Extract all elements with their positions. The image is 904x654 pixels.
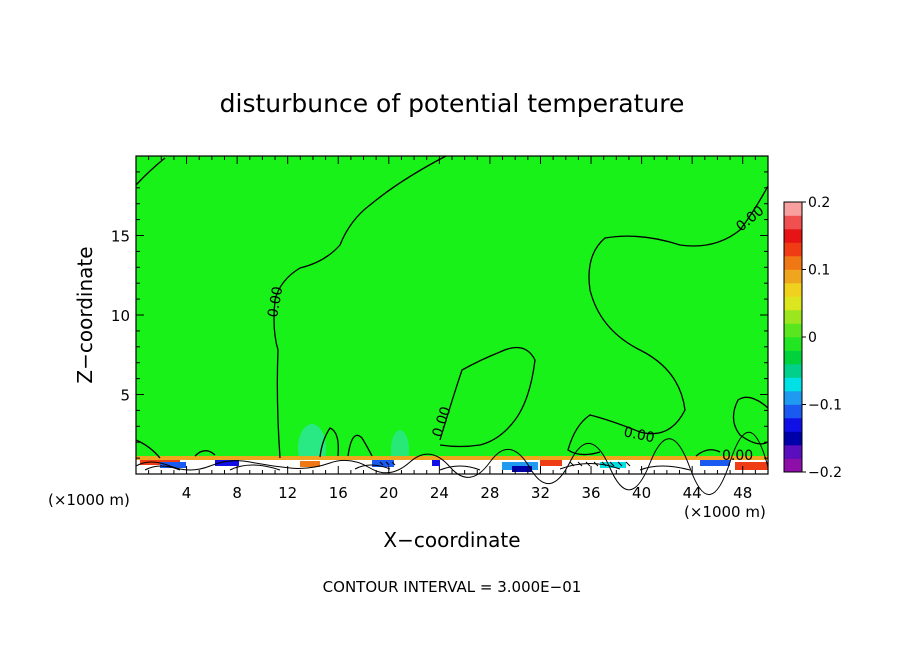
colorbar-swatch — [784, 377, 802, 392]
colorbar-swatch — [784, 256, 802, 270]
field-background — [136, 156, 768, 474]
colorbar-swatch — [784, 269, 802, 284]
colorbar-swatch — [784, 323, 802, 338]
x-tick-label: 44 — [683, 484, 702, 502]
x-tick-label: 36 — [581, 484, 600, 502]
colorbar-swatch — [784, 391, 802, 405]
colorbar-swatch — [784, 310, 802, 324]
x-unit-right: (×1000 m) — [684, 503, 766, 521]
contour-line — [135, 439, 161, 459]
colorbar-swatch — [784, 296, 802, 311]
y-axis-label: Z−coordinate — [73, 246, 97, 383]
x-tick-label: 4 — [182, 484, 192, 502]
x-tick-label: 16 — [329, 484, 348, 502]
colorbar-swatch — [784, 242, 802, 257]
colorbar-tick-label: 0 — [808, 330, 817, 346]
y-tick-label: 10 — [111, 307, 130, 325]
colorbar-swatch — [784, 283, 802, 297]
colorbar-swatch — [784, 350, 802, 365]
x-tick-label: 28 — [480, 484, 499, 502]
y-tick-label: 5 — [120, 387, 130, 405]
colorbar-swatch — [784, 431, 802, 446]
colorbar-swatch — [784, 418, 802, 432]
surface-layer — [135, 431, 769, 495]
colorbar-tick-label: 0.1 — [808, 263, 830, 279]
contour-lines — [135, 155, 769, 459]
colorbar-swatch — [784, 458, 802, 473]
contour-line — [319, 427, 339, 458]
contour-line — [194, 450, 216, 457]
colorbar-tick-label: −0.2 — [808, 465, 842, 481]
colorbar: 0.2 0.1 0 −0.1 −0.2 — [783, 195, 842, 481]
x-tick-label: 20 — [379, 484, 398, 502]
x-tick-label: 8 — [232, 484, 242, 502]
contour-line — [567, 185, 769, 456]
contour-line — [732, 396, 769, 445]
colorbar-swatch — [784, 445, 802, 459]
colorbar-swatch — [784, 364, 802, 378]
chart-title: disturbunce of potential temperature — [220, 89, 685, 118]
contour-interval-note: CONTOUR INTERVAL = 3.000E−01 — [323, 578, 582, 596]
x-axis-label: X−coordinate — [383, 528, 520, 552]
contour-label: 0.00 — [722, 448, 753, 464]
x-unit-left: (×1000 m) — [48, 491, 130, 509]
contour-line — [273, 155, 447, 459]
plot-area: 0.00 0.00 0.00 0.00 0.00 4 8 12 16 20 24 28 32 3… — [111, 155, 769, 502]
colorbar-tick-label: 0.2 — [808, 195, 830, 211]
x-tick-label: 12 — [278, 484, 297, 502]
contour-label: 0.00 — [622, 424, 656, 446]
x-tick-label: 24 — [430, 484, 449, 502]
contour-label: 0.00 — [265, 285, 286, 318]
colorbar-swatch — [784, 404, 802, 419]
y-tick-label: 15 — [111, 228, 130, 246]
colorbar-swatch — [784, 202, 802, 216]
x-tick-label: 48 — [733, 484, 752, 502]
contour-line — [347, 434, 373, 457]
x-tick-label: 32 — [531, 484, 550, 502]
colorbar-swatch — [784, 229, 802, 243]
contour-line — [695, 449, 721, 457]
colorbar-swatch — [784, 337, 802, 351]
colorbar-tick-label: −0.1 — [808, 398, 842, 414]
contour-line — [439, 346, 536, 448]
x-tick-label: 40 — [632, 484, 651, 502]
colorbar-swatch — [784, 215, 802, 230]
contour-line — [135, 157, 166, 186]
